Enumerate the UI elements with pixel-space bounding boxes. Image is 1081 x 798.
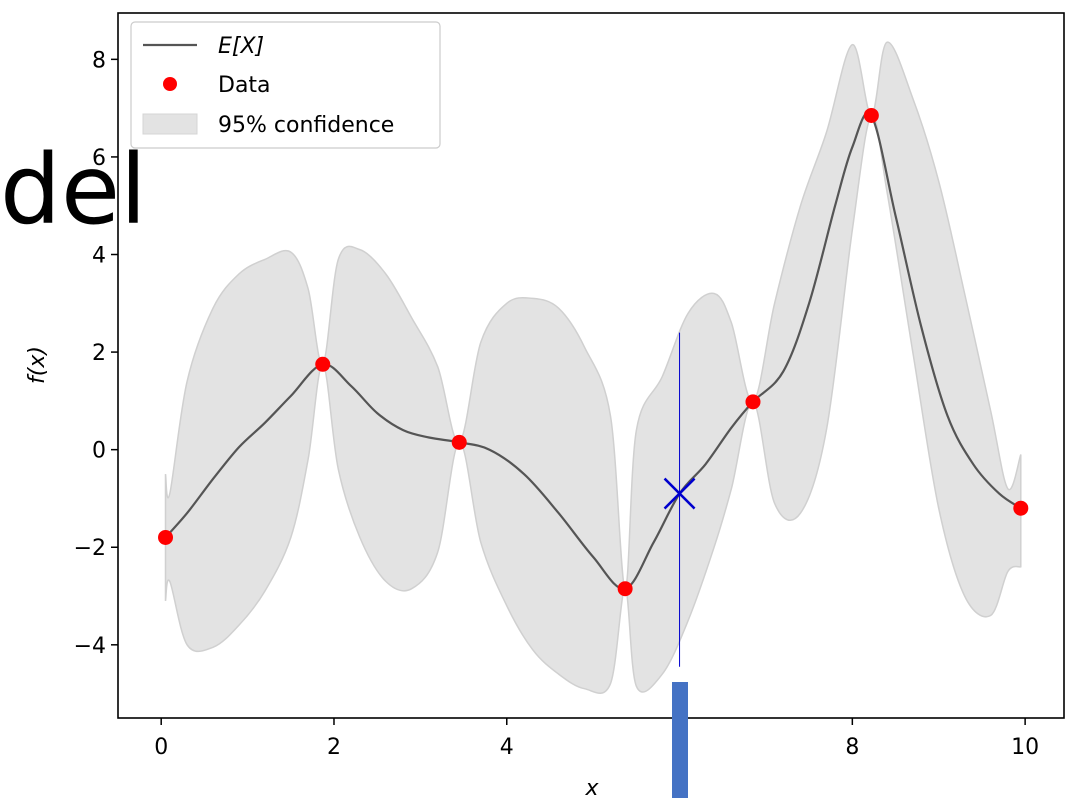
x-ticks: 0 2 4 8 10 xyxy=(154,718,1039,760)
data-point xyxy=(863,107,879,123)
overlay-text: del xyxy=(0,134,147,246)
data-point xyxy=(451,434,467,450)
legend-patch-swatch xyxy=(142,113,198,135)
x-axis-label: x xyxy=(584,776,599,798)
data-point xyxy=(1013,500,1029,516)
data-points-layer xyxy=(158,107,1029,597)
legend-label-mean: E[X] xyxy=(218,34,264,59)
query-layer xyxy=(663,332,696,667)
data-point xyxy=(315,356,331,372)
cursor-bar xyxy=(672,682,688,798)
data-point xyxy=(158,529,174,545)
legend: E[X] Data 95% confidence xyxy=(130,21,441,149)
x-tick-label: 4 xyxy=(500,735,514,760)
legend-label-data: Data xyxy=(218,73,271,98)
mean-line xyxy=(164,111,1022,590)
x-tick-label: 0 xyxy=(154,735,168,760)
data-point xyxy=(745,394,761,410)
y-tick-label: −4 xyxy=(74,634,106,659)
y-ticks: −4 −2 0 2 4 6 8 xyxy=(74,48,118,659)
legend-box xyxy=(130,21,441,149)
mean-line-layer xyxy=(164,111,1022,590)
y-tick-label: 8 xyxy=(92,48,106,73)
query-x-marker xyxy=(663,477,696,510)
y-tick-label: 4 xyxy=(92,244,106,269)
y-tick-label: 0 xyxy=(92,439,106,464)
legend-label-confidence: 95% confidence xyxy=(218,113,394,138)
x-tick-label: 2 xyxy=(327,735,341,760)
y-tick-label: 6 xyxy=(92,146,106,171)
x-tick-label: 8 xyxy=(845,735,859,760)
query-x-stroke xyxy=(663,477,696,510)
legend-marker-swatch xyxy=(163,77,177,91)
x-tick-label: 10 xyxy=(1011,735,1039,760)
y-axis-label: f(x) xyxy=(25,346,50,384)
y-tick-label: 2 xyxy=(92,341,106,366)
data-point xyxy=(617,581,633,597)
axes-frame xyxy=(117,12,1065,719)
y-tick-label: −2 xyxy=(74,536,106,561)
